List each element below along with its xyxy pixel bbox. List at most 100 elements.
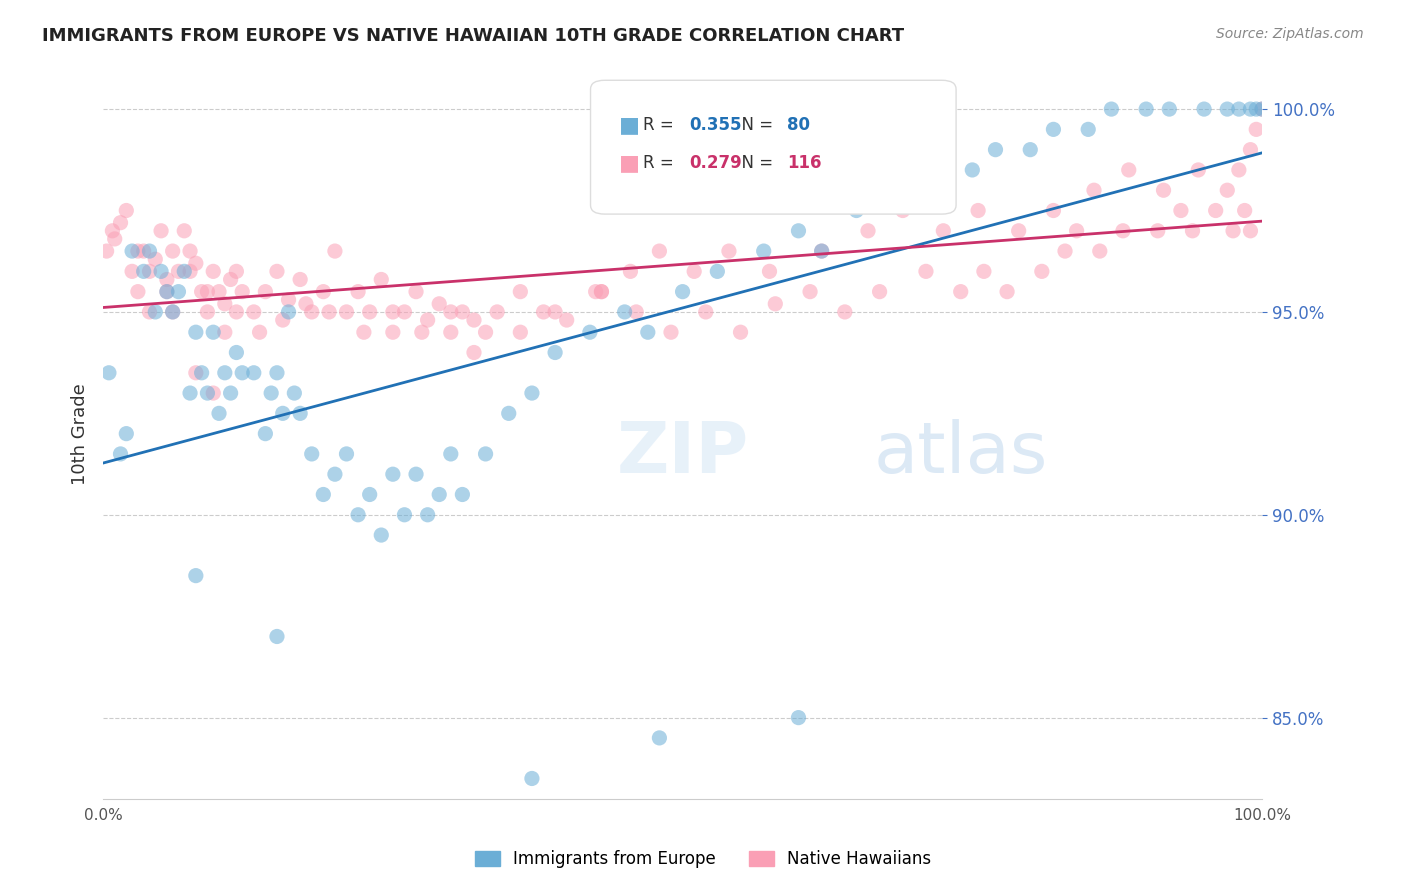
Point bbox=[179, 264, 201, 278]
Point bbox=[138, 264, 160, 278]
Point bbox=[880, 183, 903, 197]
Point bbox=[544, 305, 567, 319]
Point bbox=[138, 244, 160, 258]
Point bbox=[845, 203, 868, 218]
Text: ZIP: ZIP bbox=[616, 419, 749, 489]
Point bbox=[132, 264, 155, 278]
Point bbox=[359, 487, 381, 501]
Point bbox=[463, 313, 485, 327]
Point bbox=[1112, 224, 1135, 238]
Point bbox=[1227, 102, 1250, 116]
Point bbox=[962, 163, 984, 178]
Point bbox=[1222, 224, 1244, 238]
Point bbox=[225, 264, 247, 278]
Point bbox=[143, 305, 166, 319]
Point bbox=[486, 305, 509, 319]
Point bbox=[1227, 163, 1250, 178]
Point bbox=[1187, 163, 1209, 178]
Point bbox=[225, 305, 247, 319]
Point bbox=[202, 264, 225, 278]
Point bbox=[613, 305, 636, 319]
Text: R =: R = bbox=[643, 116, 679, 134]
Point bbox=[381, 467, 404, 482]
Point bbox=[1099, 102, 1122, 116]
Point bbox=[167, 285, 190, 299]
Point bbox=[179, 386, 201, 401]
Point bbox=[1181, 224, 1204, 238]
Point bbox=[856, 224, 879, 238]
Point bbox=[150, 224, 173, 238]
Point bbox=[202, 325, 225, 339]
Point bbox=[184, 568, 207, 582]
Point bbox=[869, 285, 891, 299]
Point bbox=[150, 264, 173, 278]
Point bbox=[520, 772, 543, 786]
Point bbox=[1042, 203, 1064, 218]
Point bbox=[451, 487, 474, 501]
Point bbox=[121, 244, 143, 258]
Point bbox=[927, 183, 949, 197]
Point bbox=[799, 285, 821, 299]
Point bbox=[787, 711, 810, 725]
Point bbox=[1233, 203, 1256, 218]
Point bbox=[271, 406, 294, 420]
Point bbox=[405, 467, 427, 482]
Point bbox=[347, 508, 370, 522]
Point bbox=[1088, 244, 1111, 258]
Point bbox=[648, 731, 671, 745]
Point bbox=[110, 216, 132, 230]
Point bbox=[451, 305, 474, 319]
Point bbox=[101, 224, 124, 238]
Point bbox=[1216, 102, 1239, 116]
Point bbox=[1053, 244, 1076, 258]
Point bbox=[173, 264, 195, 278]
Point bbox=[520, 386, 543, 401]
Text: IMMIGRANTS FROM EUROPE VS NATIVE HAWAIIAN 10TH GRADE CORRELATION CHART: IMMIGRANTS FROM EUROPE VS NATIVE HAWAIIA… bbox=[42, 27, 904, 45]
Point bbox=[1019, 143, 1042, 157]
Point bbox=[695, 305, 717, 319]
Point bbox=[619, 264, 641, 278]
Point bbox=[295, 297, 318, 311]
Point bbox=[555, 313, 578, 327]
Point bbox=[301, 447, 323, 461]
Point bbox=[266, 366, 288, 380]
Point bbox=[288, 272, 311, 286]
Point bbox=[474, 447, 496, 461]
Point bbox=[1170, 203, 1192, 218]
Point bbox=[1159, 102, 1181, 116]
Point bbox=[591, 285, 613, 299]
Point bbox=[115, 426, 138, 441]
Point bbox=[97, 366, 120, 380]
Point bbox=[787, 224, 810, 238]
Point bbox=[405, 285, 427, 299]
Point bbox=[184, 256, 207, 270]
Point bbox=[626, 305, 648, 319]
Text: ■: ■ bbox=[619, 115, 640, 135]
Point bbox=[277, 293, 299, 307]
Point bbox=[162, 305, 184, 319]
Point bbox=[370, 272, 392, 286]
Point bbox=[208, 285, 231, 299]
Point bbox=[585, 285, 607, 299]
Point bbox=[1216, 183, 1239, 197]
Point bbox=[810, 244, 832, 258]
Text: 0.355: 0.355 bbox=[689, 116, 741, 134]
Point bbox=[266, 264, 288, 278]
Point bbox=[544, 345, 567, 359]
Point bbox=[416, 313, 439, 327]
Point bbox=[127, 244, 149, 258]
Point bbox=[323, 244, 346, 258]
Point bbox=[132, 244, 155, 258]
Point bbox=[949, 285, 972, 299]
Point bbox=[370, 528, 392, 542]
Point bbox=[249, 325, 271, 339]
Point bbox=[440, 447, 463, 461]
Point bbox=[683, 264, 706, 278]
Point bbox=[463, 345, 485, 359]
Text: N =: N = bbox=[731, 154, 779, 172]
Point bbox=[104, 232, 127, 246]
Point bbox=[1239, 224, 1261, 238]
Point bbox=[416, 508, 439, 522]
Point bbox=[394, 508, 416, 522]
Point bbox=[197, 386, 219, 401]
